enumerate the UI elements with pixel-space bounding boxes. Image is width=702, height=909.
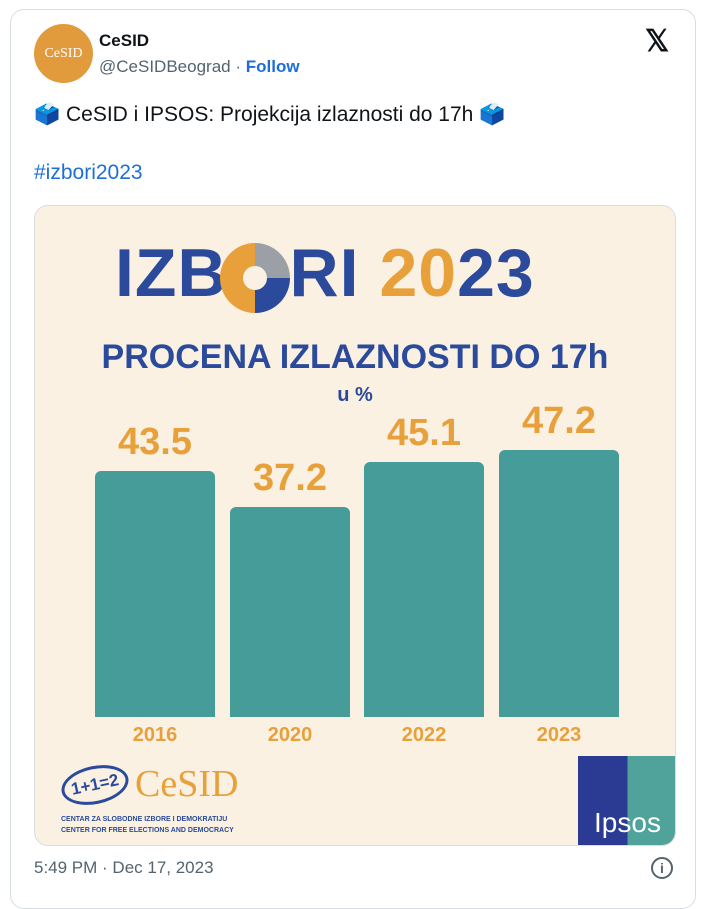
value-label: 43.5 xyxy=(118,421,192,464)
hashtag-link[interactable]: #izbori2023 xyxy=(34,161,143,184)
category-label: 2016 xyxy=(132,724,178,746)
ipsos-logo: Ipsos xyxy=(578,756,675,845)
cesid-line1: CENTAR ZA SLOBODNE IZBORE I DEMOKRATIJU xyxy=(61,816,228,823)
author-handle[interactable]: @CeSIDBeograd xyxy=(99,57,231,76)
value-label: 37.2 xyxy=(253,456,327,499)
chart-unit: u % xyxy=(337,384,373,406)
title-year-a: 20 xyxy=(379,235,458,311)
cesid-mark: 1+1=2 xyxy=(57,759,133,811)
chart-title: IZB RI 2023 xyxy=(115,234,535,312)
follow-button[interactable]: Follow xyxy=(245,57,300,76)
value-label: 45.1 xyxy=(387,412,461,455)
category-label: 2023 xyxy=(536,724,582,746)
info-icon[interactable]: i xyxy=(651,857,673,879)
title-part1: IZB xyxy=(115,235,228,311)
cesid-word: CeSID xyxy=(135,763,239,805)
bar-2020 xyxy=(230,506,350,717)
donut-logo-icon xyxy=(220,243,290,313)
bar-2023 xyxy=(499,450,619,717)
bar-2022 xyxy=(364,462,484,717)
title-part2: RI xyxy=(289,235,360,311)
chart-subtitle: PROCENA IZLAZNOSTI DO 17h xyxy=(101,338,609,376)
separator: · xyxy=(235,57,242,76)
x-logo-icon[interactable]: 𝕏 xyxy=(645,25,670,58)
category-label: 2022 xyxy=(401,724,447,746)
author-handle-row: @CeSIDBeograd · Follow xyxy=(99,57,300,77)
bar-2016 xyxy=(95,471,215,717)
avatar[interactable]: CeSID xyxy=(34,24,93,83)
cesid-line2: CENTER FOR FREE ELECTIONS AND DEMOCRACY xyxy=(61,827,234,834)
tweet-text: 🗳️ CeSID i IPSOS: Projekcija izlaznosti … xyxy=(34,103,506,126)
author-name[interactable]: CeSID xyxy=(99,31,150,50)
ipsos-word: Ipsos xyxy=(594,807,661,838)
timestamp[interactable]: 5:49 PM · Dec 17, 2023 xyxy=(34,858,214,877)
tweet-image-chart[interactable]: IZB RI 2023 PROCENA IZLAZNOSTI DO 17h u %… xyxy=(34,205,676,846)
title-year-b: 23 xyxy=(457,235,535,311)
value-label: 47.2 xyxy=(522,400,596,443)
avatar-text: CeSID xyxy=(44,45,83,61)
category-label: 2020 xyxy=(267,724,313,746)
